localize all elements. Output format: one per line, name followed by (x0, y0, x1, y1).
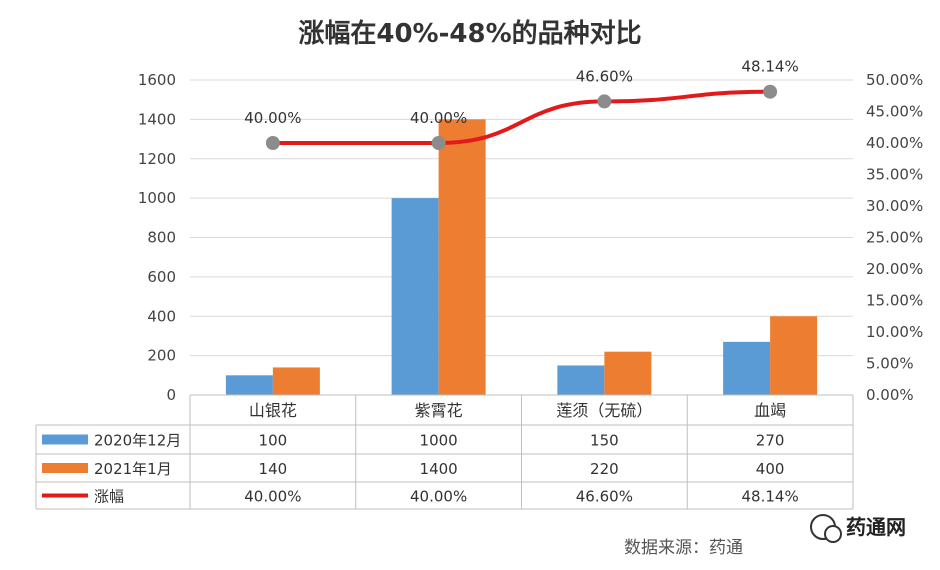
table-cell: 1400 (420, 460, 458, 478)
bar-jan-2021 (604, 351, 652, 395)
left-tick-label: 1400 (138, 110, 176, 128)
right-tick-label: 40.00% (866, 134, 923, 152)
chart-title: 涨幅在40%-48%的品种对比 (298, 18, 641, 49)
gridlines (190, 79, 853, 357)
growth-data-label: 46.60% (576, 67, 633, 85)
right-tick-label: 30.00% (866, 197, 923, 215)
category-label: 紫霄花 (415, 401, 463, 420)
source-note: 数据来源：药通 (624, 538, 743, 558)
legend-label: 涨幅 (94, 488, 124, 506)
table-cell: 100 (259, 432, 288, 450)
right-tick-label: 0.00% (866, 386, 914, 404)
right-tick-label: 20.00% (866, 260, 923, 278)
right-tick-label: 35.00% (866, 166, 923, 184)
growth-point (265, 136, 280, 150)
table-cell: 1000 (420, 432, 458, 450)
right-axis: 0.00% 5.00% 10.00% 15.00% 20.00% 25.00% 30.00%… (866, 71, 923, 404)
legend-label: 2020年12月 (94, 432, 181, 450)
left-tick-label: 800 (147, 229, 176, 247)
bar-jan-2021 (272, 367, 320, 395)
category-label: 山银花 (249, 401, 297, 420)
legend-swatch (42, 434, 88, 445)
bar-jan-2021 (438, 119, 486, 395)
bar-dec-2020 (557, 365, 605, 395)
table-cell: 48.14% (742, 488, 799, 506)
growth-line-path (272, 89, 771, 145)
category-label: 血竭 (754, 401, 786, 420)
growth-data-label: 40.00% (410, 109, 467, 127)
data-table: 山银花 紫霄花 莲须（无硫） 血竭 2020年12月 100 1000 150 270 2021年… (35, 394, 854, 510)
right-tick-label: 25.00% (866, 229, 923, 247)
table-cell: 400 (756, 460, 785, 478)
wechat-icon-bubble (824, 525, 842, 543)
table-cell: 140 (259, 460, 288, 478)
left-tick-label: 1000 (138, 189, 176, 207)
table-cell: 220 (590, 460, 619, 478)
bar-dec-2020 (225, 375, 273, 395)
left-tick-label: 200 (147, 347, 176, 365)
left-tick-label: 400 (147, 307, 176, 325)
watermark-text: 药通网 (846, 515, 906, 539)
table-cell: 150 (590, 432, 619, 450)
right-tick-label: 10.00% (866, 323, 923, 341)
left-tick-label: 1600 (138, 71, 176, 89)
legend-swatch (42, 463, 88, 473)
growth-data-label: 48.14% (742, 58, 799, 76)
table-cell: 40.00% (410, 488, 467, 506)
growth-line: 40.00% 40.00% 46.60% 48.14% (244, 58, 799, 150)
left-tick-label: 1200 (138, 150, 176, 168)
left-tick-label: 0 (166, 386, 176, 404)
table-cell: 40.00% (244, 488, 301, 506)
growth-point (763, 84, 778, 99)
left-tick-label: 600 (147, 268, 176, 286)
growth-data-label: 40.00% (244, 109, 301, 127)
bar-dec-2020 (723, 341, 771, 395)
right-tick-label: 15.00% (866, 292, 923, 310)
watermark: 药通网 (810, 514, 906, 543)
right-tick-label: 45.00% (866, 103, 923, 121)
growth-point (597, 94, 612, 109)
bar-jan-2021 (770, 316, 818, 395)
growth-point (431, 136, 446, 150)
legend-label: 2021年1月 (94, 460, 172, 478)
table-cell: 46.60% (576, 488, 633, 506)
category-label: 莲须（无硫） (556, 401, 652, 420)
right-tick-label: 50.00% (866, 71, 923, 89)
table-cell: 270 (756, 432, 785, 450)
right-tick-label: 5.00% (866, 355, 914, 373)
left-axis: 0 200 400 600 800 1000 1200 1400 1600 (138, 71, 176, 404)
bar-dec-2020 (391, 198, 439, 395)
bars (225, 119, 818, 395)
